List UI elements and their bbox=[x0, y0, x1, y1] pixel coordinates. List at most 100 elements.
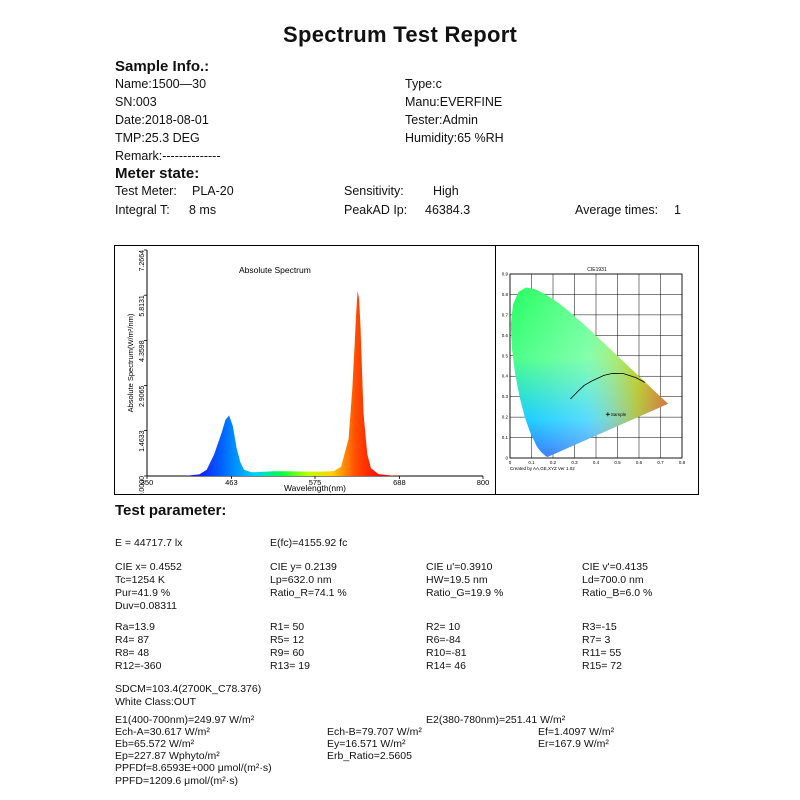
cie-x-tick-label: 0.6 bbox=[636, 460, 643, 465]
param-ra-cell: R12=-360 bbox=[115, 660, 162, 672]
param-ra-cell: R9= 60 bbox=[270, 647, 305, 659]
sensitivity-label: Sensitivity: bbox=[344, 184, 404, 198]
cie-y-tick-label: 0.1 bbox=[502, 435, 509, 440]
sample-sn: SN:003 bbox=[115, 95, 157, 109]
param-efc: E(fc)=4155.92 fc bbox=[270, 537, 348, 549]
test-parameter-heading: Test parameter: bbox=[115, 502, 227, 519]
param-erb-ratio: Erb_Ratio=2.5605 bbox=[327, 750, 412, 762]
param-ra-cell: R7= 3 bbox=[582, 634, 611, 646]
cie-sample-label: Sample bbox=[611, 412, 627, 417]
spectrum-chart-panel: Absolute Spectrum Wavelength(nm) Absolut… bbox=[114, 245, 496, 497]
param-cie-y: CIE y= 0.2139 bbox=[270, 561, 337, 573]
cie-y-tick-label: 0.4 bbox=[502, 374, 509, 379]
spectrum-y-label: Absolute Spectrum(W/m²/nm) bbox=[126, 313, 135, 412]
cie-color-gamut bbox=[510, 287, 668, 457]
param-ey: Ey=16.571 W/m² bbox=[327, 738, 406, 750]
sample-info-heading: Sample Info.: bbox=[115, 58, 210, 75]
param-e2: E2(380-780nm)=251.41 W/m² bbox=[426, 714, 566, 726]
param-cie-u: CIE u'=0.3910 bbox=[426, 561, 493, 573]
integral-value: 8 ms bbox=[189, 203, 217, 217]
planckian-locus-line bbox=[570, 372, 645, 400]
peakad-value: 46384.3 bbox=[425, 203, 471, 217]
param-pur: Pur=41.9 % bbox=[115, 587, 171, 599]
param-ep: Ep=227.87 Wphyto/m² bbox=[115, 750, 220, 762]
spectrum-series-area bbox=[147, 290, 483, 476]
spectrum-x-tick-label: 350 bbox=[141, 478, 154, 487]
cie-x-tick-label: 0.7 bbox=[657, 460, 664, 465]
sample-type: Type:c bbox=[405, 77, 442, 91]
cie-x-tick-label: 0.2 bbox=[550, 460, 557, 465]
param-ra-cell: R2= 10 bbox=[426, 621, 461, 633]
param-ra-cell: Ra=13.9 bbox=[115, 621, 155, 633]
cie-y-tick-label: 0.9 bbox=[502, 272, 509, 277]
param-cie-v: CIE v'=0.4135 bbox=[582, 561, 648, 573]
average-times-label: Average times: bbox=[575, 203, 659, 217]
cie-x-tick-label: 0.3 bbox=[571, 460, 578, 465]
sample-manu: Manu:EVERFINE bbox=[405, 95, 503, 109]
param-tc: Tc=1254 K bbox=[115, 574, 165, 586]
param-ra-cell: R1= 50 bbox=[270, 621, 305, 633]
param-ppfd: PPFD=1209.6 μmol/(m²·s) bbox=[115, 775, 239, 787]
cie-y-tick-label: 0.5 bbox=[502, 353, 509, 358]
cie-chart: CIE1931 0 0.1 0.2 0.3 0.4 0.5 0.6 0.7 0.8 0 0.1 0.2… bbox=[502, 267, 686, 471]
param-lp: Lp=632.0 nm bbox=[270, 574, 332, 586]
param-ra-cell: R14= 46 bbox=[426, 660, 466, 672]
spectrum-x-tick-label: 688 bbox=[393, 478, 406, 487]
test-meter-label: Test Meter: bbox=[115, 184, 177, 198]
cie-y-tick-label: 0.2 bbox=[502, 415, 509, 420]
param-ra-cell: R8= 48 bbox=[115, 647, 150, 659]
cie-y-tick-label: 0.3 bbox=[502, 394, 509, 399]
param-ra-cell: R13= 19 bbox=[270, 660, 310, 672]
param-ra-cell: R11= 55 bbox=[582, 647, 622, 659]
spectrum-x-tick-label: 463 bbox=[225, 478, 238, 487]
param-ech-a: Ech-A=30.617 W/m² bbox=[115, 726, 210, 738]
cie-x-tick-label: 0.8 bbox=[679, 460, 686, 465]
param-ra-cell: R4= 87 bbox=[115, 634, 150, 646]
param-cie-x: CIE x= 0.4552 bbox=[115, 561, 182, 573]
cie-y-tick-label: 0.8 bbox=[502, 292, 509, 297]
cie-y-tick-label: 0 bbox=[505, 456, 508, 461]
param-er: Er=167.9 W/m² bbox=[538, 738, 609, 750]
param-e: E = 44717.7 lx bbox=[115, 537, 183, 549]
cie-x-tick-label: 0.1 bbox=[528, 460, 535, 465]
param-ra-cell: R15= 72 bbox=[582, 660, 622, 672]
meter-state-heading: Meter state: bbox=[115, 165, 200, 182]
integral-label: Integral T: bbox=[115, 203, 170, 217]
sample-tmp: TMP:25.3 DEG bbox=[115, 131, 200, 145]
cie-x-tick-label: 0 bbox=[509, 460, 512, 465]
spectrum-y-tick-label: 2.9065 bbox=[139, 386, 146, 408]
param-ra-cell: R3=-15 bbox=[582, 621, 617, 633]
spectrum-y-tick-label: 4.3598 bbox=[139, 340, 146, 362]
spectrum-chart-title: Absolute Spectrum bbox=[239, 265, 311, 275]
spectrum-x-tick-label: 800 bbox=[477, 478, 490, 487]
param-ld: Ld=700.0 nm bbox=[582, 574, 644, 586]
param-ratio-r: Ratio_R=74.1 % bbox=[270, 587, 347, 599]
param-ef: Ef=1.4097 W/m² bbox=[538, 726, 615, 738]
average-times-value: 1 bbox=[674, 203, 681, 217]
cie-y-tick-label: 0.6 bbox=[502, 333, 509, 338]
sample-date: Date:2018-08-01 bbox=[115, 113, 209, 127]
param-eb: Eb=65.572 W/m² bbox=[115, 738, 195, 750]
sample-humidity: Humidity:65 %RH bbox=[405, 131, 504, 145]
param-white-class: White Class:OUT bbox=[115, 696, 197, 708]
param-ppfdf: PPFDf=8.6593E+000 μmol/(m²·s) bbox=[115, 762, 272, 774]
spectrum-y-tick-label: 1.4633 bbox=[139, 430, 146, 452]
param-ech-b: Ech-B=79.707 W/m² bbox=[327, 726, 422, 738]
test-meter-value: PLA-20 bbox=[192, 184, 234, 198]
spectrum-y-tick-label: 5.8131 bbox=[139, 295, 146, 317]
param-ra-cell: R5= 12 bbox=[270, 634, 305, 646]
param-ra-cell: R6=-84 bbox=[426, 634, 461, 646]
cie-chart-title: CIE1931 bbox=[587, 267, 607, 273]
spectrum-x-tick-label: 575 bbox=[309, 478, 322, 487]
param-ra-cell: R10=-81 bbox=[426, 647, 467, 659]
sample-name: Name:1500—30 bbox=[115, 77, 207, 91]
cie-chart-panel: CIE1931 0 0.1 0.2 0.3 0.4 0.5 0.6 0.7 0.8 0 0.1 0.2… bbox=[495, 245, 699, 495]
cie-footer: Created by AA,GE,XYZ Ver 1.02 bbox=[510, 466, 575, 471]
cie-x-tick-label: 0.4 bbox=[593, 460, 600, 465]
param-e1: E1(400-700nm)=249.97 W/m² bbox=[115, 714, 255, 726]
cie-x-tick-label: 0.5 bbox=[614, 460, 621, 465]
report-title: Spectrum Test Report bbox=[283, 22, 518, 47]
peakad-label: PeakAD Ip: bbox=[344, 203, 408, 217]
spectrum-y-tick-label: 7.2664 bbox=[139, 250, 146, 272]
spectrum-y-tick-label: 0.0000 bbox=[139, 476, 146, 494]
